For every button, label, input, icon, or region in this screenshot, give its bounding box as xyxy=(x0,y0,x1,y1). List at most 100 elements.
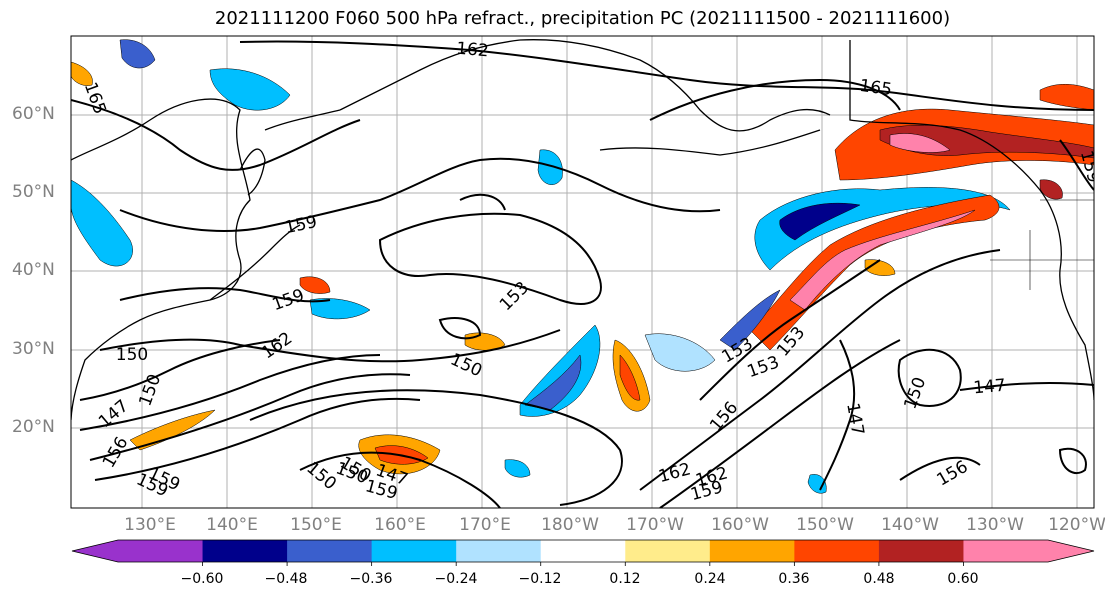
shade-alaska-pink xyxy=(889,133,951,153)
contour-159-east xyxy=(659,339,901,508)
shade-front-blue xyxy=(719,289,781,351)
colorbar-segment xyxy=(287,540,373,562)
contour-label: 150 xyxy=(116,345,148,365)
contour-small-1 xyxy=(459,193,506,211)
shade-asia-cyan xyxy=(71,179,133,267)
contour-jet-1 xyxy=(79,354,381,431)
colorbar-segment xyxy=(878,540,964,562)
contour-156-far-east xyxy=(899,456,981,481)
contour-165-west xyxy=(71,99,361,171)
colorbar-tick-label: −0.36 xyxy=(349,571,393,587)
lon-label-130w: 130°W xyxy=(966,515,1024,535)
colorbar-segment xyxy=(794,540,880,562)
contour-153-center xyxy=(378,212,602,305)
colorbar-segment xyxy=(709,540,795,562)
coast-north-america xyxy=(849,40,1094,401)
shade-blob-cyan-2 xyxy=(504,459,531,478)
colorbar-tick-label: 0.24 xyxy=(694,571,726,587)
coast-japan xyxy=(209,224,301,301)
shade-blob-cyan-3 xyxy=(309,298,371,320)
contour-159-west xyxy=(119,287,331,303)
lon-label-170w: 170°W xyxy=(626,515,684,535)
contour-153-east xyxy=(699,259,881,401)
lon-label-160w: 160°W xyxy=(711,515,769,535)
lon-label-180w: 180°W xyxy=(541,515,599,535)
shade-jet-orange xyxy=(129,409,216,451)
contour-small-2 xyxy=(438,317,482,340)
shade-central-red xyxy=(619,354,641,401)
lon-label-120w: 120°W xyxy=(1048,515,1105,535)
coastlines xyxy=(71,39,1094,421)
lon-label-140e: 140°E xyxy=(206,515,258,535)
colorbar-tick-label: −0.24 xyxy=(434,571,478,587)
contour-jet-3 xyxy=(94,397,421,481)
lat-label-20n: 20°N xyxy=(12,417,55,437)
lon-label-140w: 140°W xyxy=(881,515,939,535)
shade-front-pink xyxy=(789,209,976,311)
coast-kamchatka xyxy=(339,39,521,111)
lat-label-40n: 40°N xyxy=(12,260,55,280)
contour-150-south xyxy=(299,451,501,508)
contour-jet-2 xyxy=(89,373,411,461)
shade-front-navy xyxy=(779,202,861,241)
lon-label-150e: 150°E xyxy=(290,515,342,535)
coast-asia xyxy=(71,98,251,421)
contour-147-far-east xyxy=(959,381,1094,391)
contour-label: 147 xyxy=(973,376,1007,399)
colorbar-segment xyxy=(963,540,1049,562)
political-borders xyxy=(849,40,1094,290)
lat-label-30n: 30°N xyxy=(12,339,55,359)
colorbar-tick-label: 0.60 xyxy=(947,571,979,587)
colorbar-tick-label: 0.12 xyxy=(609,571,641,587)
lat-label-50n: 50°N xyxy=(12,182,55,202)
colorbar-segment xyxy=(540,540,626,562)
lat-label-60n: 60°N xyxy=(12,104,55,124)
precip-shading xyxy=(71,39,1094,494)
colorbar xyxy=(71,539,1095,566)
colorbar-tick-label: 0.36 xyxy=(778,571,810,587)
shade-blob-red-1 xyxy=(299,276,331,294)
colorbar-segment xyxy=(371,540,457,562)
colorbar-extend-low xyxy=(72,540,118,562)
shade-nw-orange xyxy=(71,61,93,86)
colorbar-segment xyxy=(118,540,204,562)
colorbar-extend-high xyxy=(1048,540,1094,562)
contour-162-east xyxy=(639,249,1001,491)
coast-bering xyxy=(519,39,831,132)
contour-147-west xyxy=(79,339,281,401)
contour-147-east xyxy=(819,339,856,491)
contour-156-south xyxy=(249,389,623,506)
contour-162-north xyxy=(239,40,1094,111)
contour-closed-se xyxy=(1058,447,1087,475)
shade-nw-blue xyxy=(119,39,156,69)
coast-sakhalin xyxy=(239,148,266,196)
colorbar-segment xyxy=(456,540,542,562)
lon-label-160e: 160°E xyxy=(374,515,426,535)
colorbar-tick-label: 0.48 xyxy=(863,571,895,587)
colorbar-segment xyxy=(202,540,288,562)
contour-159-mid xyxy=(119,157,721,232)
lon-label-170e: 170°E xyxy=(459,515,511,535)
colorbar-outline xyxy=(71,539,1095,563)
lon-label-150w: 150°W xyxy=(796,515,854,535)
colorbar-tick-label: −0.12 xyxy=(518,571,562,587)
shade-ne-red xyxy=(1039,84,1094,111)
contour-159-far-east xyxy=(1059,139,1094,191)
shade-blob-lightblue-1 xyxy=(644,333,716,372)
shade-blob-cyan-1 xyxy=(537,149,563,185)
contour-label: 162 xyxy=(455,39,489,62)
map-title: 2021111200 F060 500 hPa refract., precip… xyxy=(214,8,951,29)
contour-150-low xyxy=(897,348,962,407)
coast-aleutians xyxy=(599,129,821,156)
map-frame-bg xyxy=(71,36,1094,508)
colorbar-tick-label: −0.48 xyxy=(264,571,308,587)
shade-central-blue xyxy=(524,354,582,411)
coast-okhotsk xyxy=(264,109,341,131)
refractivity-contours xyxy=(71,40,1094,508)
shade-asia-n-cyan xyxy=(209,68,291,111)
contour-label: 165 xyxy=(858,76,893,100)
colorbar-tick-label: −0.60 xyxy=(180,571,224,587)
map-frame-border xyxy=(70,35,1095,509)
colorbar-segment xyxy=(625,540,711,562)
